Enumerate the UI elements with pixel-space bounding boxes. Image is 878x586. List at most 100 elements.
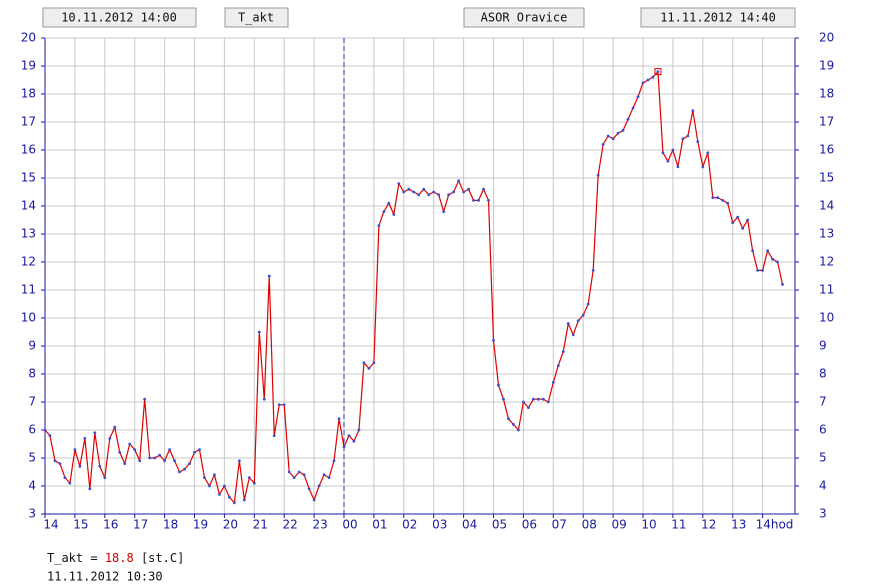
x-tick-label: 04 bbox=[462, 518, 477, 532]
data-point bbox=[497, 383, 500, 387]
data-point bbox=[103, 476, 107, 479]
x-tick-label: 08 bbox=[582, 518, 597, 532]
data-point bbox=[781, 283, 784, 286]
data-point bbox=[616, 131, 620, 135]
data-point bbox=[621, 129, 625, 132]
data-point bbox=[123, 462, 127, 465]
data-point bbox=[227, 495, 231, 499]
y-tick-label: 20 bbox=[21, 31, 36, 45]
y2-tick-label: 19 bbox=[819, 59, 834, 73]
data-point bbox=[382, 210, 386, 214]
data-point bbox=[671, 148, 675, 152]
data-point bbox=[402, 190, 406, 194]
data-point bbox=[606, 134, 610, 138]
data-point bbox=[731, 221, 735, 225]
data-point bbox=[138, 459, 142, 463]
data-point bbox=[63, 476, 67, 479]
data-point bbox=[442, 210, 446, 214]
y2-tick-label: 20 bbox=[819, 31, 834, 45]
data-point bbox=[252, 481, 256, 485]
data-point bbox=[108, 437, 112, 440]
y2-tick-label: 18 bbox=[819, 87, 834, 101]
data-point bbox=[636, 95, 640, 99]
data-point bbox=[507, 417, 510, 421]
data-point bbox=[188, 462, 191, 465]
x-tick-label: 20 bbox=[223, 518, 238, 532]
x-tick-label: 17 bbox=[133, 518, 148, 532]
data-point bbox=[397, 182, 401, 186]
y-tick-label: 4 bbox=[28, 479, 36, 493]
data-point bbox=[701, 165, 705, 169]
data-point bbox=[512, 423, 515, 426]
data-point bbox=[247, 476, 251, 479]
data-point bbox=[711, 196, 715, 200]
data-point bbox=[312, 498, 316, 502]
data-point bbox=[646, 78, 650, 82]
data-point bbox=[257, 330, 261, 334]
data-point bbox=[666, 159, 670, 163]
data-point bbox=[372, 361, 376, 365]
data-point bbox=[417, 193, 421, 197]
y2-tick-label: 8 bbox=[819, 367, 827, 381]
x-tick-label: 18 bbox=[163, 518, 178, 532]
data-point bbox=[626, 117, 630, 121]
data-point bbox=[561, 350, 565, 353]
data-point bbox=[113, 425, 117, 429]
x-tick-label: 21 bbox=[253, 518, 268, 532]
x-tick-label: 07 bbox=[552, 518, 567, 532]
data-point bbox=[457, 179, 461, 183]
y-tick-label: 11 bbox=[21, 283, 36, 297]
x-tick-label: 14 bbox=[43, 518, 58, 532]
data-point bbox=[681, 137, 685, 141]
data-point bbox=[262, 397, 266, 401]
data-point bbox=[158, 453, 162, 457]
data-point bbox=[477, 199, 480, 202]
data-point bbox=[357, 428, 361, 432]
data-point bbox=[327, 476, 331, 479]
data-point bbox=[317, 484, 321, 488]
x-tick-label: 05 bbox=[492, 518, 507, 532]
data-point bbox=[531, 397, 535, 401]
x-tick-label: 03 bbox=[432, 518, 447, 532]
readout-time: 11.11.2012 10:30 bbox=[47, 570, 163, 584]
y-tick-label: 9 bbox=[28, 339, 36, 353]
data-point bbox=[232, 501, 236, 505]
data-point bbox=[741, 227, 745, 230]
data-point bbox=[641, 81, 645, 85]
y2-tick-label: 14 bbox=[819, 199, 834, 213]
data-point bbox=[68, 481, 72, 485]
x-tick-label: 19 bbox=[193, 518, 208, 532]
end-label: 11.11.2012 14:40 bbox=[660, 11, 776, 25]
data-point bbox=[462, 190, 466, 194]
data-point bbox=[447, 193, 451, 197]
y-tick-label: 12 bbox=[21, 255, 36, 269]
y-tick-label: 17 bbox=[21, 115, 36, 129]
data-point bbox=[631, 106, 635, 110]
data-point bbox=[526, 406, 530, 409]
data-point bbox=[292, 476, 296, 479]
data-point bbox=[556, 364, 560, 367]
x-tick-label: 02 bbox=[402, 518, 417, 532]
data-point bbox=[771, 257, 774, 261]
data-point bbox=[651, 75, 655, 79]
data-point bbox=[133, 448, 137, 451]
data-point bbox=[591, 269, 595, 272]
data-point bbox=[756, 269, 760, 272]
y-tick-label: 18 bbox=[21, 87, 36, 101]
y2-tick-label: 5 bbox=[819, 451, 827, 465]
data-point bbox=[387, 201, 391, 205]
data-point bbox=[168, 448, 171, 451]
data-point bbox=[287, 470, 291, 474]
data-point bbox=[143, 397, 147, 401]
data-point bbox=[546, 400, 550, 404]
data-point bbox=[706, 151, 710, 155]
data-point bbox=[93, 431, 97, 435]
data-point bbox=[277, 403, 281, 407]
y2-tick-label: 3 bbox=[819, 507, 827, 521]
data-point bbox=[482, 187, 485, 191]
data-point bbox=[422, 187, 426, 191]
data-point bbox=[342, 445, 346, 449]
data-point bbox=[48, 434, 52, 437]
y2-tick-label: 10 bbox=[819, 311, 834, 325]
